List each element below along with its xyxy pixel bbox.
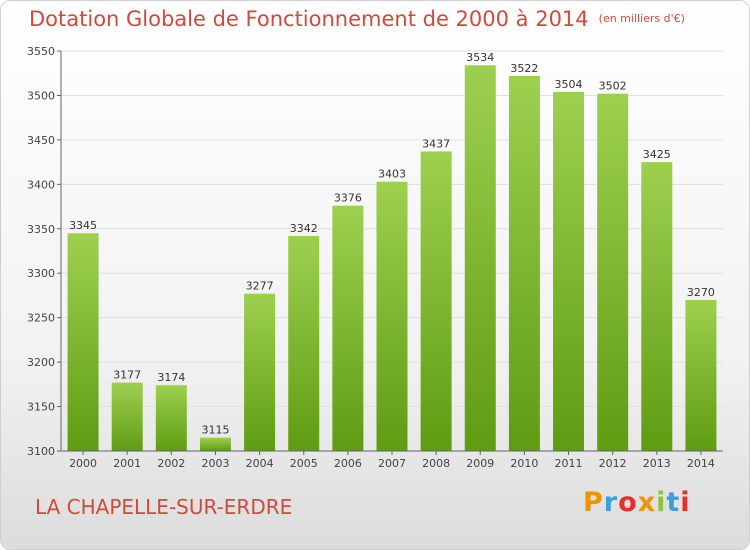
y-tick-label: 3550: [27, 45, 55, 58]
bar-2006: [332, 205, 364, 451]
x-tick-label: 2011: [555, 457, 583, 470]
bar-2005: [288, 235, 320, 451]
y-tick-label: 3300: [27, 267, 55, 280]
bar-value-label: 3115: [201, 424, 229, 437]
bar-value-label: 3403: [378, 168, 406, 181]
y-tick-label: 3350: [27, 223, 55, 236]
bar-2009: [464, 65, 496, 451]
bar-2007: [376, 181, 408, 451]
x-tick-label: 2007: [378, 457, 406, 470]
x-tick-label: 2005: [290, 457, 318, 470]
y-tick-label: 3250: [27, 312, 55, 325]
bar-value-label: 3534: [466, 51, 494, 64]
bar-value-label: 3342: [290, 222, 318, 235]
logo-letter: r: [603, 487, 619, 518]
logo-letter: i: [656, 487, 667, 518]
logo-letter: P: [583, 487, 604, 518]
bar-2010: [508, 75, 540, 451]
x-tick-label: 2009: [466, 457, 494, 470]
bar-value-label: 3504: [555, 78, 583, 91]
proxiti-logo: Proxiti: [583, 487, 691, 518]
logo-letter: t: [666, 487, 681, 518]
bar-2004: [244, 293, 276, 451]
bars: 3345 3177 3174 3115 3277 3342 3376 3403 3437 3534…: [67, 51, 717, 452]
bar-value-label: 3174: [157, 371, 185, 384]
x-tick-label: 2012: [599, 457, 627, 470]
x-tick-label: 2001: [113, 457, 141, 470]
bar-2013: [641, 162, 673, 451]
logo-letter: i: [680, 487, 691, 518]
bar-2003: [199, 437, 231, 451]
bar-value-label: 3425: [643, 148, 671, 161]
x-tick-label: 2002: [157, 457, 185, 470]
x-tick-label: 2006: [334, 457, 362, 470]
bar-value-label: 3376: [334, 192, 362, 205]
y-tick-label: 3100: [27, 445, 55, 458]
bar-2008: [420, 151, 452, 451]
x-tick-label: 2000: [69, 457, 97, 470]
axes: 3100 3150 3200 3250 3300 3350 3400 3450 3500 3550…: [27, 45, 723, 470]
chart-title: Dotation Globale de Fonctionnement de 20…: [29, 7, 685, 31]
city-name: LA CHAPELLE-SUR-ERDRE: [35, 495, 293, 519]
y-tick-label: 3450: [27, 134, 55, 147]
y-tick-label: 3200: [27, 356, 55, 369]
bar-value-label: 3277: [246, 280, 274, 293]
chart-title-text: Dotation Globale de Fonctionnement de 20…: [29, 7, 589, 31]
x-tick-label: 2003: [201, 457, 229, 470]
bar-value-label: 3522: [510, 62, 538, 75]
x-tick-label: 2004: [246, 457, 274, 470]
bar-2011: [553, 91, 585, 451]
y-tick-label: 3150: [27, 401, 55, 414]
chart-unit-text: (en milliers d'€): [598, 12, 685, 25]
x-tick-label: 2008: [422, 457, 450, 470]
bar-value-label: 3437: [422, 137, 450, 150]
bar-2001: [111, 382, 143, 451]
bar-2014: [685, 299, 717, 451]
x-tick-label: 2010: [510, 457, 538, 470]
bar-value-label: 3177: [113, 369, 141, 382]
bar-value-label: 3502: [599, 80, 627, 93]
logo-letter: o: [618, 487, 638, 518]
x-tick-label: 2014: [687, 457, 715, 470]
bar-value-label: 3345: [69, 219, 97, 232]
y-tick-label: 3400: [27, 178, 55, 191]
logo-letter: x: [637, 487, 657, 518]
bar-2012: [597, 93, 629, 452]
bar-value-label: 3270: [687, 286, 715, 299]
bar-2002: [155, 385, 187, 451]
y-tick-label: 3500: [27, 89, 55, 102]
bar-2000: [67, 233, 99, 451]
x-tick-label: 2013: [643, 457, 671, 470]
